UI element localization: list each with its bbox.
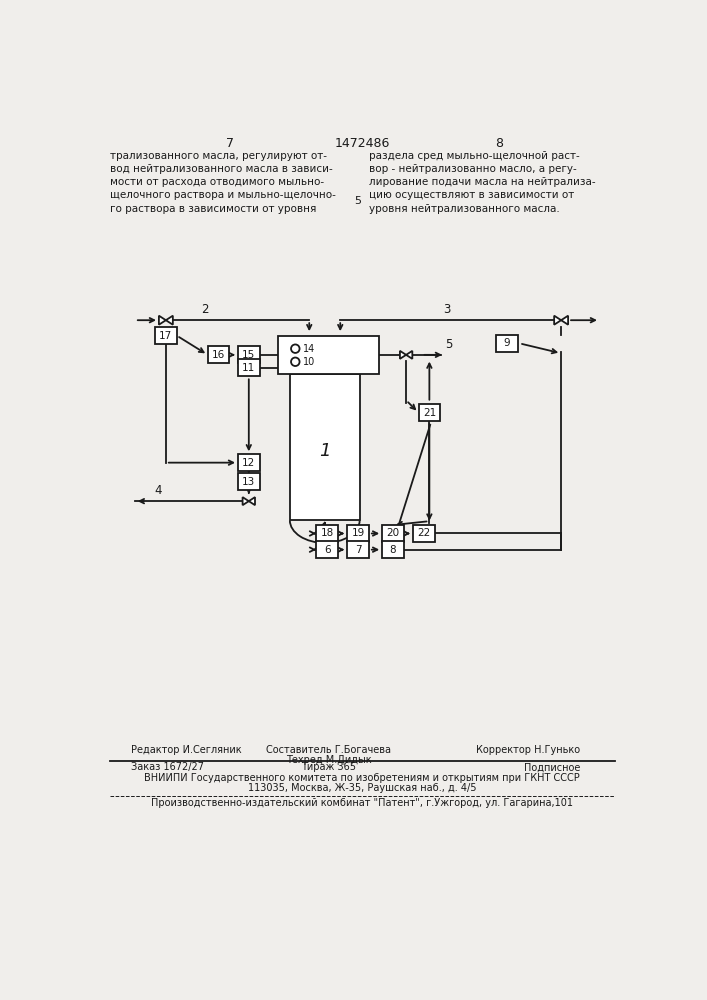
Bar [496,335,518,352]
Text: 18: 18 [320,528,334,538]
Text: Тираж 365: Тираж 365 [301,762,356,772]
Bar [238,359,259,376]
Text: 3: 3 [443,303,451,316]
Text: 4: 4 [154,484,162,497]
Text: 11: 11 [243,363,255,373]
Text: Корректор Н.Гунько: Корректор Н.Гунько [477,745,580,755]
Bar [238,473,259,490]
Text: 14: 14 [303,344,315,354]
Text: ВНИИПИ Государственного комитета по изобретениям и открытиям при ГКНТ СССР: ВНИИПИ Государственного комитета по изоб… [144,773,580,783]
Bar [155,327,177,344]
Text: 6: 6 [324,545,330,555]
Bar [208,346,230,363]
Text: 8: 8 [495,137,503,150]
Bar [347,541,369,558]
Circle shape [291,344,300,353]
Bar [238,454,259,471]
Text: Подписное: Подписное [524,762,580,772]
Polygon shape [159,316,166,325]
Text: 8: 8 [390,545,396,555]
Text: 1472486: 1472486 [334,137,390,150]
Polygon shape [249,497,255,505]
Bar [382,525,404,542]
Circle shape [291,358,300,366]
Polygon shape [400,351,406,359]
Bar [290,374,360,520]
Bar [238,346,259,363]
Text: Техред М.Дидык: Техред М.Дидык [286,755,371,765]
Polygon shape [166,316,173,325]
Text: 19: 19 [351,528,365,538]
Text: 21: 21 [423,408,436,418]
Bar [413,525,435,542]
Bar [316,541,338,558]
Text: 9: 9 [503,338,510,348]
Polygon shape [561,316,568,325]
Text: 10: 10 [303,357,315,367]
Text: 13: 13 [243,477,255,487]
Text: Редактор И.Сегляник: Редактор И.Сегляник [131,745,242,755]
Text: 17: 17 [159,331,173,341]
Text: Составитель Г.Богачева: Составитель Г.Богачева [266,745,391,755]
Text: 20: 20 [387,528,399,538]
Text: 5: 5 [445,338,452,351]
Polygon shape [243,497,249,505]
Bar [347,525,369,542]
Polygon shape [406,351,412,359]
Text: 1: 1 [319,442,330,460]
Bar [279,336,379,374]
Text: 16: 16 [212,350,226,360]
Polygon shape [554,316,561,325]
Text: 5: 5 [354,196,361,206]
Text: 7: 7 [226,137,234,150]
Text: 2: 2 [201,303,209,316]
Text: 12: 12 [243,458,255,468]
Text: раздела сред мыльно-щелочной раст-
вор - нейтрализованно масло, а регу-
лировани: раздела сред мыльно-щелочной раст- вор -… [369,151,595,214]
Text: Производственно-издательский комбинат "Патент", г.Ужгород, ул. Гагарина,101: Производственно-издательский комбинат "П… [151,798,573,808]
Text: трализованного масла, регулируют от-
вод нейтрализованного масла в зависи-
мости: трализованного масла, регулируют от- вод… [110,151,336,214]
Text: Заказ 1672/27: Заказ 1672/27 [131,762,204,772]
Text: 113035, Москва, Ж-35, Раушская наб., д. 4/5: 113035, Москва, Ж-35, Раушская наб., д. … [247,783,477,793]
Text: 7: 7 [355,545,361,555]
Bar [382,541,404,558]
Bar [316,525,338,542]
Text: 15: 15 [243,350,255,360]
Text: 22: 22 [417,528,431,538]
Bar [419,404,440,421]
